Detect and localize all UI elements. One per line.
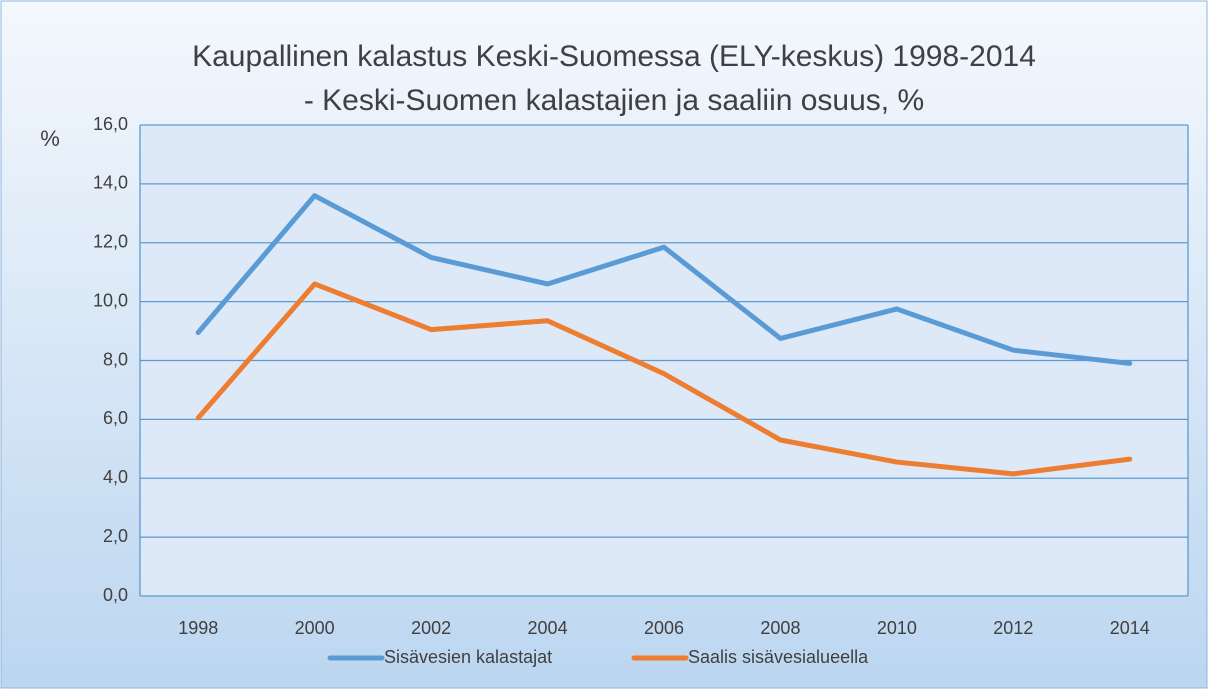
y-tick-label: 2,0	[103, 526, 128, 546]
series-line	[195, 193, 1133, 366]
legend-label: Saalis sisävesialueella	[688, 647, 869, 667]
y-axis-label: %	[40, 126, 60, 151]
chart-subtitle: - Keski-Suomen kalastajien ja saaliin os…	[304, 84, 924, 117]
y-tick-label: 16,0	[93, 114, 128, 134]
y-tick-label: 8,0	[103, 349, 128, 369]
x-tick-label: 1998	[178, 618, 218, 638]
x-tick-label: 2004	[528, 618, 568, 638]
x-tick-label: 2012	[993, 618, 1033, 638]
x-tick-label: 2014	[1110, 618, 1150, 638]
y-tick-label: 14,0	[93, 173, 128, 193]
x-tick-label: 2008	[760, 618, 800, 638]
x-tick-label: 2000	[295, 618, 335, 638]
legend-label: Sisävesien kalastajat	[384, 647, 552, 667]
series-line	[195, 281, 1133, 477]
x-tick-label: 2002	[411, 618, 451, 638]
x-tick-label: 2006	[644, 618, 684, 638]
y-tick-label: 4,0	[103, 467, 128, 487]
chart-title: Kaupallinen kalastus Keski-Suomessa (ELY…	[192, 40, 1036, 73]
x-tick-label: 2010	[877, 618, 917, 638]
y-tick-label: 12,0	[93, 232, 128, 252]
y-tick-label: 10,0	[93, 290, 128, 310]
y-tick-label: 0,0	[103, 585, 128, 605]
y-tick-label: 6,0	[103, 408, 128, 428]
